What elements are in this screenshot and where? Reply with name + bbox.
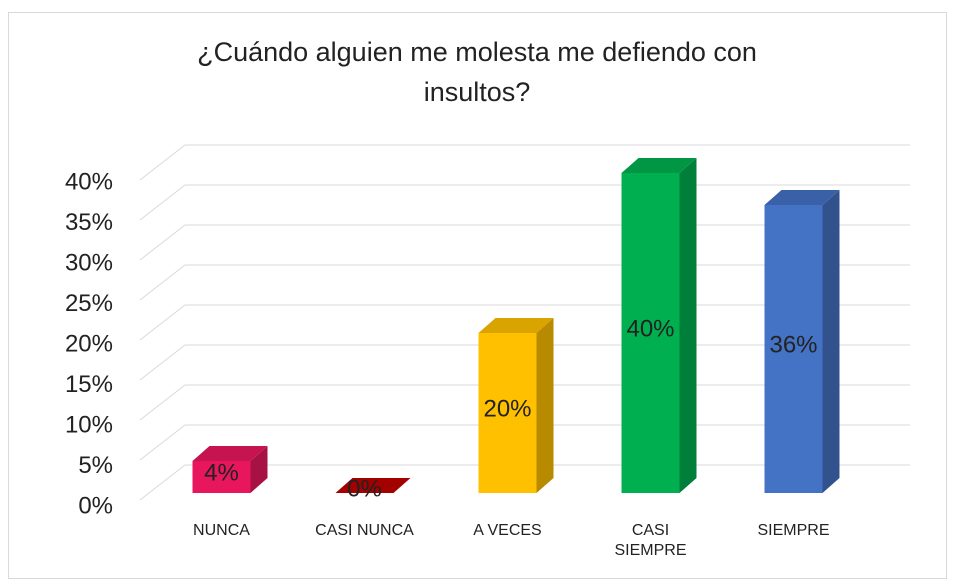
x-tick-label: A VECES — [473, 522, 542, 539]
data-label: 4% — [204, 459, 239, 486]
bar-side — [536, 318, 554, 493]
bar-front — [621, 173, 680, 493]
y-tick-label: 30% — [65, 249, 113, 276]
data-label: 0% — [347, 475, 382, 502]
bar-top — [335, 478, 411, 493]
y-tick-label: 10% — [65, 411, 113, 438]
bar-side — [679, 158, 697, 493]
bar-side — [822, 190, 840, 493]
x-tick-label: NUNCA — [193, 522, 250, 539]
grid-line — [139, 144, 910, 181]
bar-front — [192, 461, 251, 493]
data-label: 36% — [769, 331, 817, 358]
bar-top — [621, 158, 697, 173]
bar-side — [250, 446, 268, 493]
bar-top — [478, 318, 554, 333]
y-tick-label: 5% — [78, 452, 113, 479]
x-tick-label: CASI NUNCA — [315, 522, 414, 539]
bar-top — [764, 190, 840, 205]
data-label: 20% — [483, 395, 531, 422]
y-tick-label: 15% — [65, 371, 113, 398]
x-tick-label: CASI SIEMPRE — [614, 522, 687, 559]
y-tick-label: 25% — [65, 290, 113, 317]
chart-title: ¿Cuándo alguien me molesta me defiendo c… — [197, 37, 757, 107]
bar-front — [764, 205, 823, 493]
data-label: 40% — [626, 315, 674, 342]
y-tick-label: 20% — [65, 330, 113, 357]
y-tick-label: 0% — [78, 492, 113, 519]
bar-front — [478, 333, 537, 493]
y-tick-label: 35% — [65, 209, 113, 236]
bar-top — [192, 446, 268, 461]
x-tick-label: SIEMPRE — [757, 522, 830, 539]
y-tick-label: 40% — [65, 168, 113, 195]
